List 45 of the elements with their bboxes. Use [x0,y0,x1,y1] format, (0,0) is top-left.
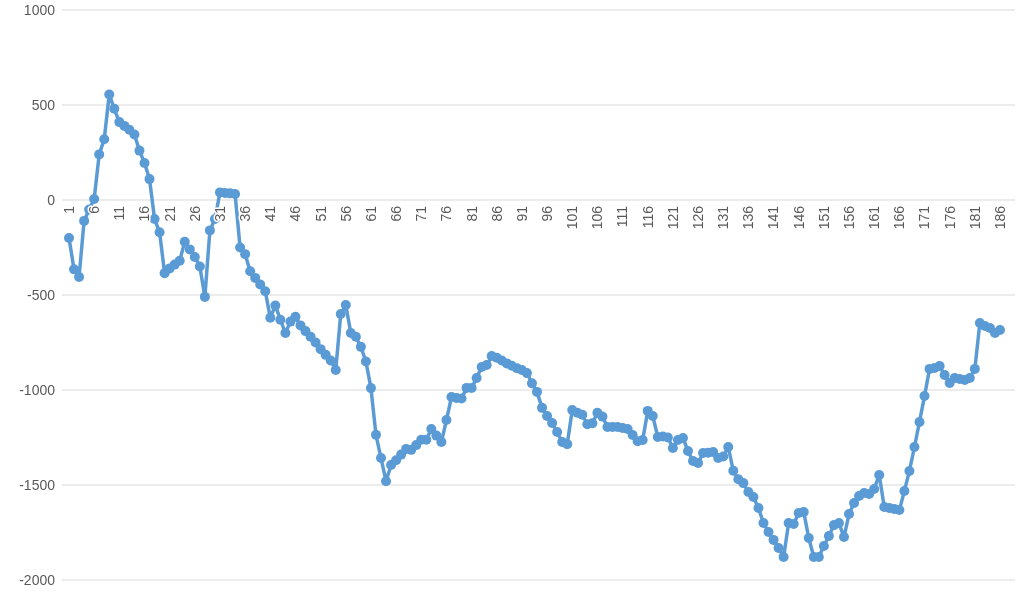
y-tick-label: -1000 [19,381,56,398]
x-tick-label: 121 [664,205,681,230]
x-tick-label: 91 [513,205,530,222]
y-tick-label: -500 [26,286,56,303]
x-tick-label: 56 [337,205,354,222]
y-tick-label: -1500 [19,476,56,493]
x-tick-label: 101 [564,205,581,230]
x-tick-label: 31 [211,205,228,222]
x-tick-label: 51 [312,205,329,222]
x-tick-label: 131 [715,205,732,230]
x-tick-label: 186 [991,205,1008,230]
x-tick-label: 106 [589,205,606,230]
y-tick-label: 500 [31,96,56,113]
x-tick-label: 71 [413,205,430,222]
x-tick-label: 36 [237,205,254,222]
y-tick-label: 0 [47,191,56,208]
x-tick-label: 141 [765,205,782,230]
x-tick-label: 61 [362,205,379,222]
x-tick-label: 181 [966,205,983,230]
x-tick-label: 16 [136,205,153,222]
x-tick-label: 146 [790,205,807,230]
x-tick-label: 126 [689,205,706,230]
y-tick-label: -2000 [19,571,56,588]
x-tick-label: 11 [111,205,128,221]
x-tick-label: 156 [840,205,857,230]
x-tick-label: 116 [639,205,656,229]
x-tick-label: 171 [916,205,933,230]
x-tick-label: 76 [438,205,455,222]
x-tick-label: 136 [740,205,757,230]
x-tick-label: 66 [388,205,405,222]
x-tick-label: 161 [866,205,883,230]
x-tick-label: 81 [463,205,480,222]
y-tick-label: 1000 [23,1,56,18]
x-tick-label: 6 [86,205,103,214]
x-tick-label: 21 [161,205,178,222]
x-tick-label: 46 [287,205,304,222]
x-tick-label: 166 [891,205,908,230]
x-tick-label: 176 [941,205,958,230]
x-tick-label: 1 [60,205,77,214]
x-tick-label: 86 [488,205,505,222]
x-tick-label: 111 [614,205,631,228]
x-tick-label: 96 [538,205,555,222]
x-tick-label: 41 [262,205,279,222]
x-tick-label: 151 [815,205,832,230]
x-tick-label: 26 [186,205,203,222]
